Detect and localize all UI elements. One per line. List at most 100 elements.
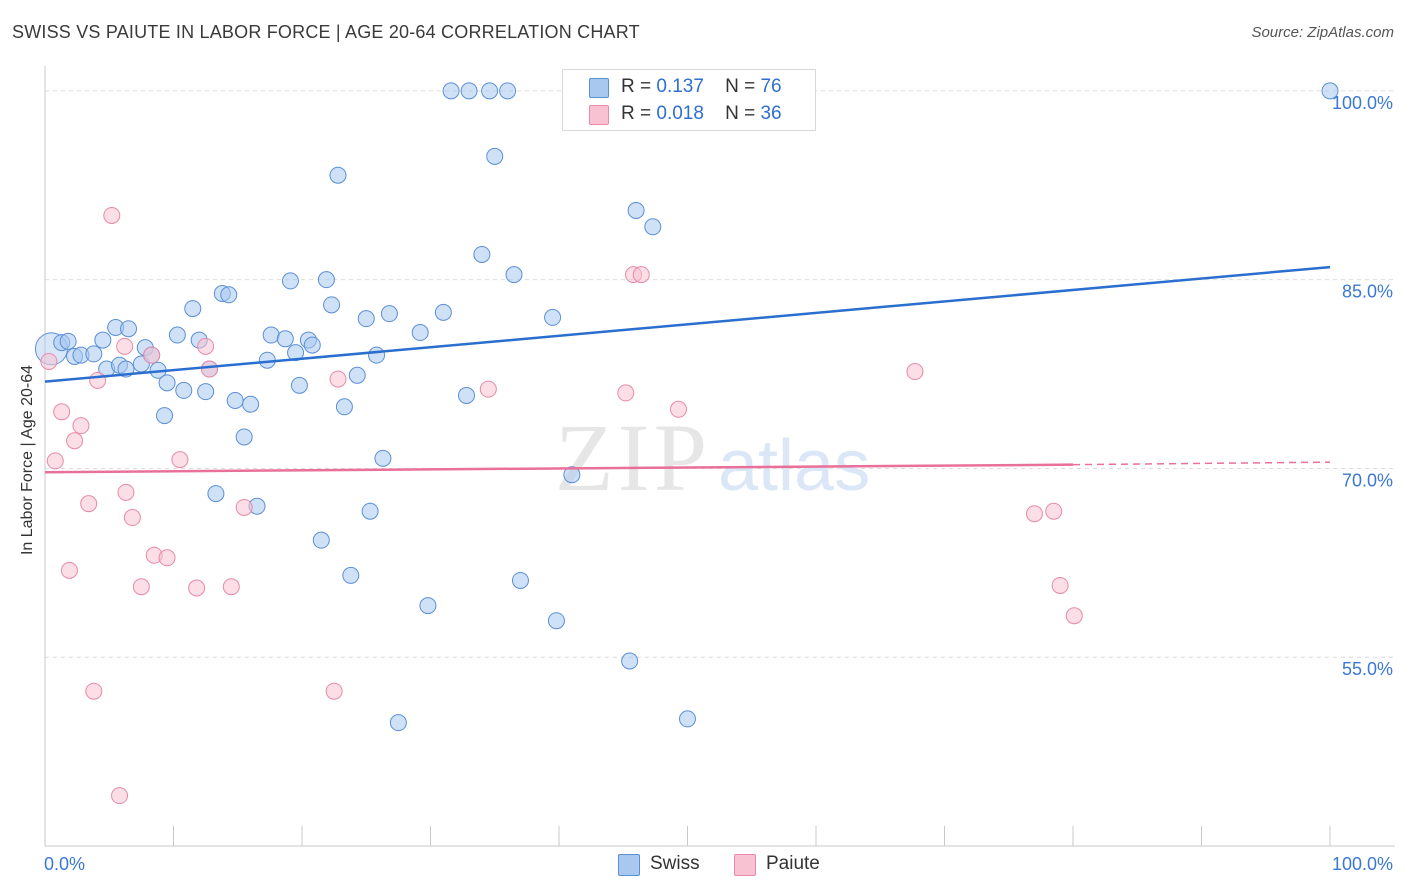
swiss-point [226, 391, 244, 409]
legend-swiss-text: R = 0.137 N = 76 [621, 76, 782, 98]
swiss-point [380, 305, 398, 323]
x-tick-label-min: 0.0% [44, 854, 85, 874]
paiute-trend-extension [1072, 461, 1331, 466]
swiss-legend-swatch [618, 854, 640, 876]
paiute-point [632, 266, 650, 284]
swiss-point [357, 310, 375, 328]
x-tick-label-max: 100.0% [1332, 854, 1393, 874]
paiute-point [66, 432, 84, 450]
swiss-point [287, 344, 305, 362]
paiute-point [222, 578, 240, 596]
paiute-point [53, 403, 71, 421]
paiute-point [158, 549, 176, 567]
swiss-point [511, 571, 529, 589]
swiss-point [411, 324, 429, 342]
paiute-point [1065, 607, 1083, 625]
swiss-point [220, 286, 238, 304]
paiute-point [1045, 502, 1063, 520]
swiss-n-label: N = [725, 76, 756, 97]
paiute-legend-swatch [734, 854, 756, 876]
swiss-point [85, 345, 103, 363]
y-axis-label: In Labor Force | Age 20-64 [19, 364, 36, 556]
swiss-point [158, 374, 176, 392]
paiute-point [85, 682, 103, 700]
swiss-point [120, 320, 138, 338]
swiss-point [184, 300, 202, 318]
paiute-r-value: 0.018 [656, 103, 704, 124]
swiss-point [329, 166, 347, 184]
paiute-n-label: N = [725, 103, 756, 124]
swiss-r-label: R = [621, 76, 652, 97]
swiss-point [544, 308, 562, 326]
paiute-point [1051, 576, 1069, 594]
swiss-point [312, 531, 330, 549]
paiute-point [617, 384, 635, 402]
swiss-point [419, 597, 437, 615]
swiss-legend-label: Swiss [650, 853, 700, 874]
paiute-point [46, 452, 64, 470]
swiss-point [335, 398, 353, 416]
swiss-point [168, 326, 186, 344]
paiute-point [906, 363, 924, 381]
swiss-point [242, 395, 260, 413]
paiute-legend-label: Paiute [766, 853, 820, 874]
swiss-point [499, 82, 517, 100]
swiss-point [442, 82, 460, 100]
swiss-point [434, 303, 452, 321]
swiss-point [505, 266, 523, 284]
trend-lines [44, 265, 1331, 474]
swiss-point [621, 652, 639, 670]
tick-labels: 55.0% 70.0% 85.0% 100.0% 0.0% 100.0% [44, 93, 1393, 874]
swiss-swatch [589, 78, 609, 98]
y-tick-label: 100.0% [1332, 93, 1393, 113]
swiss-point [389, 714, 407, 732]
paiute-r-label: R = [621, 103, 652, 124]
swiss-point [644, 218, 662, 236]
paiute-point [123, 509, 141, 527]
paiute-point [117, 483, 135, 501]
source-credit: Source: ZipAtlas.com [1251, 24, 1394, 41]
swiss-point [627, 201, 645, 219]
swiss-r-value: 0.137 [656, 76, 704, 97]
swiss-trend-line [44, 265, 1331, 383]
paiute-point [116, 337, 134, 355]
swiss-n-value: 76 [760, 76, 782, 97]
swiss-point [262, 326, 280, 344]
swiss-point [486, 147, 504, 165]
paiute-point [103, 206, 121, 224]
swiss-point [290, 376, 308, 394]
swiss-point [197, 383, 215, 401]
paiute-point [235, 498, 253, 516]
paiute-point [670, 400, 688, 418]
paiute-n-value: 36 [760, 103, 782, 124]
watermark: ZIP atlas [555, 404, 870, 511]
swiss-point [323, 296, 341, 314]
paiute-point [132, 578, 150, 596]
paiute-point [143, 346, 161, 364]
chart-title: SWISS VS PAIUTE IN LABOR FORCE | AGE 20-… [12, 22, 640, 42]
swiss-point [317, 271, 335, 289]
swiss-point [1321, 82, 1339, 100]
swiss-point [473, 245, 491, 263]
y-tick-label: 55.0% [1342, 659, 1393, 679]
swiss-point [348, 366, 366, 384]
swiss-point [361, 502, 379, 520]
paiute-trend-line [44, 463, 1074, 474]
watermark-zip: ZIP [555, 404, 711, 511]
paiute-point [171, 451, 189, 469]
swiss-point [59, 332, 77, 350]
paiute-point [188, 579, 206, 597]
legend-paiute-text: R = 0.018 N = 36 [621, 103, 782, 125]
swiss-point [303, 336, 321, 354]
swiss-point [235, 428, 253, 446]
paiute-point [72, 417, 90, 435]
paiute-swatch [589, 105, 609, 125]
swiss-point [368, 346, 386, 364]
swiss-point [94, 331, 112, 349]
swiss-point [460, 82, 478, 100]
swiss-point [547, 612, 565, 630]
paiute-point [200, 360, 218, 378]
paiute-point [111, 787, 129, 805]
